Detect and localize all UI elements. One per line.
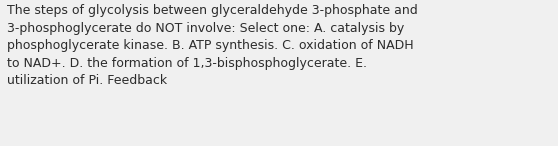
Text: The steps of glycolysis between glyceraldehyde 3-phosphate and
3-phosphoglycerat: The steps of glycolysis between glyceral… (7, 4, 417, 87)
